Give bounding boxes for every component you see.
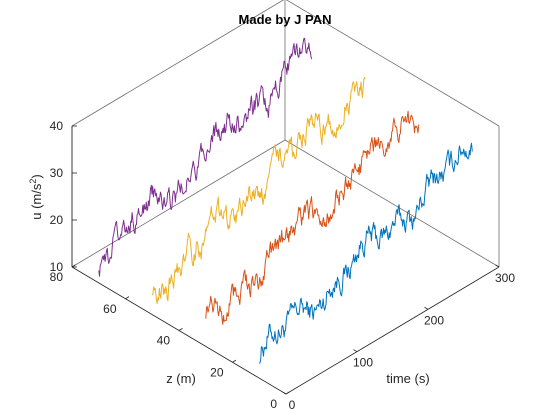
- y-tick-label: 0: [270, 397, 277, 411]
- x-tick-label: 200: [424, 313, 444, 327]
- y-tick-label: 40: [157, 334, 171, 348]
- y-axis-label: z (m): [166, 371, 196, 386]
- y-tick-label: 20: [210, 365, 224, 379]
- x-axis-label: time (s): [386, 371, 429, 386]
- series-layer: [98, 37, 473, 364]
- y-tick-mark: [285, 391, 290, 395]
- z-tick-label: 20: [50, 213, 64, 227]
- x-tick-mark: [282, 391, 287, 395]
- back-floor-edge-left: [71, 139, 286, 268]
- series-line-2: [205, 110, 420, 325]
- back-right-top-edge: [285, 0, 500, 127]
- y-tick-mark: [125, 296, 130, 300]
- x-tick-mark: [424, 306, 429, 310]
- x-tick-mark: [495, 264, 500, 268]
- series-line-1: [258, 142, 473, 364]
- x-tick-label: 100: [353, 356, 373, 370]
- z-tick-label: 40: [50, 119, 64, 133]
- y-tick-label: 80: [50, 270, 64, 284]
- z-tick-label: 30: [50, 166, 64, 180]
- back-floor-edge-right: [284, 139, 500, 268]
- z-axis-label-exponent: 2: [28, 179, 38, 184]
- x-tick-label: 300: [495, 271, 515, 285]
- z-axis-label: u (m/s2): [28, 174, 44, 219]
- y-tick-label: 60: [103, 302, 117, 316]
- x-axis-line: [285, 266, 500, 395]
- back-top-edge: [71, 0, 285, 127]
- chart-title: Made by J PAN: [239, 12, 332, 27]
- x-tick-mark: [353, 349, 358, 353]
- axes-box: [71, 0, 500, 395]
- z-axis-label-main: u (m/s: [29, 183, 44, 220]
- x-tick-label: 0: [289, 398, 296, 412]
- z-axis-label-close: ): [29, 174, 44, 178]
- z-tick-label: 10: [50, 260, 64, 274]
- y-tick-mark: [178, 328, 183, 331]
- series-line-4: [98, 37, 313, 277]
- series-line-3: [151, 77, 366, 305]
- y-tick-mark: [232, 359, 237, 363]
